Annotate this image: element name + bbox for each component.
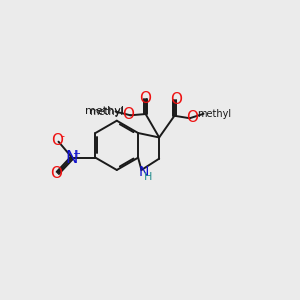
Text: O: O bbox=[140, 91, 152, 106]
Text: -: - bbox=[60, 131, 64, 141]
Text: methyl: methyl bbox=[89, 106, 123, 117]
Text: O: O bbox=[50, 166, 62, 181]
Text: methyl: methyl bbox=[197, 109, 231, 119]
Text: O: O bbox=[170, 92, 182, 107]
Text: O: O bbox=[122, 107, 134, 122]
Text: N: N bbox=[66, 149, 78, 167]
Text: H: H bbox=[144, 172, 152, 182]
Text: O: O bbox=[186, 110, 198, 125]
Text: N: N bbox=[139, 165, 149, 179]
Text: methyl: methyl bbox=[85, 106, 124, 116]
Text: +: + bbox=[72, 149, 80, 159]
Text: O: O bbox=[51, 134, 63, 148]
